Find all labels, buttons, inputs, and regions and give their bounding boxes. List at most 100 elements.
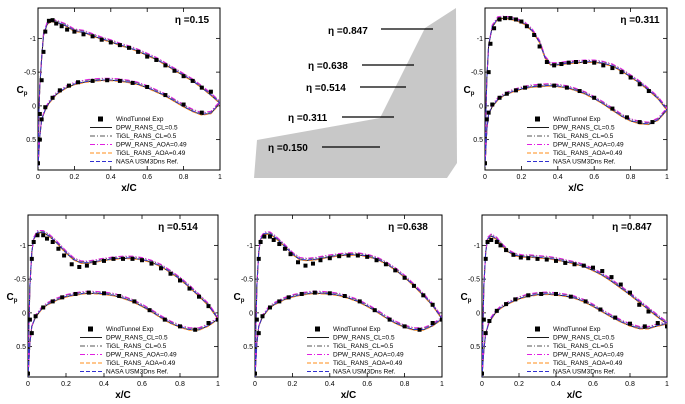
y-axis-label-subscript: p xyxy=(471,91,475,97)
exp-data-point xyxy=(346,253,351,258)
exp-data-point xyxy=(136,49,141,54)
exp-data-point xyxy=(102,258,106,263)
exp-data-point xyxy=(145,84,150,89)
exp-data-point xyxy=(513,297,518,302)
exp-data-point xyxy=(77,264,82,269)
exp-data-point xyxy=(59,24,64,29)
exp-data-point xyxy=(566,60,571,65)
series-line-upper xyxy=(28,230,218,377)
exp-data-point xyxy=(130,80,135,85)
x-tick-label: 0 xyxy=(26,381,30,388)
legend-label: TiGL_RANS_AOA=0.49 xyxy=(116,150,186,157)
exp-data-point xyxy=(255,371,257,376)
panel-title: η =0.514 xyxy=(158,222,198,233)
exp-data-point xyxy=(117,78,122,83)
x-tick-label: 0 xyxy=(36,174,40,181)
exp-data-point xyxy=(38,111,42,116)
legend-marker xyxy=(535,116,540,122)
x-tick-label: 0.4 xyxy=(325,381,335,388)
exp-data-point xyxy=(33,314,38,319)
series-group xyxy=(255,231,442,377)
exp-data-point xyxy=(535,256,540,261)
exp-data-point xyxy=(277,242,282,247)
x-tick-label: 0.6 xyxy=(588,381,598,388)
exp-data-point xyxy=(574,60,578,64)
station-label: η =0.638 xyxy=(308,61,348,72)
exp-data-point xyxy=(628,290,632,295)
plot-frame xyxy=(481,214,668,378)
exp-data-point xyxy=(38,137,42,142)
exp-data-point xyxy=(430,302,435,307)
exp-data-point xyxy=(162,317,167,322)
plot-frame xyxy=(254,214,443,378)
legend-marker xyxy=(88,326,93,332)
panel-title: η =0.847 xyxy=(612,222,652,233)
legend-label: DPW_RANS_CL=0.5 xyxy=(333,335,395,342)
exp-data-point xyxy=(168,271,173,276)
legend-label: TiGL_RANS_AOA=0.49 xyxy=(333,360,403,367)
exp-data-point xyxy=(41,233,46,238)
exp-data-point xyxy=(208,89,213,94)
exp-data-point xyxy=(564,85,569,90)
y-tick-label: 0 xyxy=(22,310,26,317)
y-axis-label-subscript: p xyxy=(14,298,18,304)
exp-data-point xyxy=(190,78,195,83)
y-tick-label: 0.5 xyxy=(26,137,36,144)
wing-planform-diagram: η =0.847 η =0.638 η =0.514 η =0.311 η =0… xyxy=(254,8,457,178)
series-line-upper xyxy=(255,231,442,377)
exp-data-point xyxy=(365,254,370,259)
exp-data-point xyxy=(637,302,642,307)
legend-label: TiGL_RANS_AOA=0.49 xyxy=(553,150,623,157)
exp-data-point xyxy=(50,240,55,244)
exp-data-point xyxy=(646,309,651,314)
x-tick-label: 0.6 xyxy=(362,381,372,388)
exp-data-point xyxy=(178,324,182,329)
exp-data-point xyxy=(552,63,557,68)
x-axis-label: x/C xyxy=(341,390,357,401)
exp-data-point xyxy=(41,305,46,310)
series-group xyxy=(38,18,220,167)
exp-data-point xyxy=(598,307,603,312)
exp-data-point xyxy=(592,60,597,65)
legend-label: DPW_RANS_CL=0.5 xyxy=(106,335,168,342)
panel-title: η =0.638 xyxy=(388,222,428,233)
legend: WindTunnel Exp DPW_RANS_CL=0.5TiGL_RANS_C… xyxy=(527,116,624,166)
exp-data-point xyxy=(147,308,152,313)
exp-data-point xyxy=(532,33,537,37)
exp-data-point xyxy=(56,246,61,251)
exp-data-point xyxy=(497,95,502,100)
exp-data-point xyxy=(537,44,542,49)
exp-data-point xyxy=(511,252,516,257)
x-tick-label: 0.4 xyxy=(551,381,561,388)
legend-label: TiGL_RANS_AOA=0.49 xyxy=(106,360,176,367)
exp-data-point xyxy=(563,260,568,265)
series-line-lower xyxy=(485,84,667,167)
station-label: η =0.847 xyxy=(328,26,368,37)
exp-data-point xyxy=(554,291,558,296)
exp-data-point xyxy=(492,26,497,31)
y-axis-label: Cp xyxy=(7,292,18,304)
y-tick-label: -1 xyxy=(474,243,480,250)
y-tick-label: -1 xyxy=(30,36,36,43)
x-axis-label: x/C xyxy=(568,183,584,194)
panel-title: η =0.15 xyxy=(175,15,210,26)
exp-data-point xyxy=(43,105,48,110)
exp-data-point xyxy=(637,82,642,87)
x-tick-label: 0.8 xyxy=(625,381,635,388)
exp-data-point xyxy=(628,75,633,80)
exp-data-point xyxy=(489,237,494,242)
exp-data-point xyxy=(260,314,265,319)
exp-data-point xyxy=(206,304,211,309)
exp-data-point xyxy=(421,293,426,298)
cp-charts: 0 0.2 0.4 0.6 0.8 1 -1 -0.5 0 0.5 x/C Cp η =0.15 Wind… xyxy=(7,7,669,401)
exp-data-point xyxy=(402,324,407,329)
exp-data-point xyxy=(374,258,379,263)
series-line-lower xyxy=(485,83,667,167)
exp-data-point xyxy=(256,331,261,336)
exp-data-point xyxy=(187,286,192,291)
y-axis-label-subscript: p xyxy=(241,298,245,304)
exp-data-point xyxy=(38,161,40,166)
exp-data-point xyxy=(411,283,416,288)
exp-data-point xyxy=(613,315,618,320)
exp-data-point xyxy=(486,70,491,75)
